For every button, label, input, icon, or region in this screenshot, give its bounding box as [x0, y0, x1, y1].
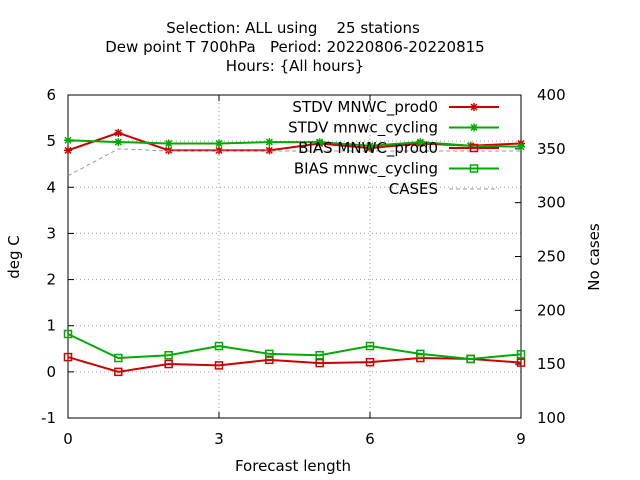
point-bias-mnwc-prod0-2	[164, 359, 173, 369]
legend-marker-bias-mnwc-prod0	[469, 143, 479, 153]
point-bias-mnwc-cycling-3	[214, 341, 224, 351]
y-tick-label-1: 0	[46, 363, 56, 381]
point-stdv-mnwc-cycling-0	[64, 136, 72, 145]
point-bias-mnwc-cycling-0	[63, 329, 73, 339]
point-stdv-mnwc-cycling-3	[215, 139, 223, 148]
point-stdv-mnwc-prod0-3	[215, 146, 223, 155]
point-bias-mnwc-cycling-7	[416, 349, 425, 359]
point-bias-mnwc-prod0-4	[265, 355, 274, 365]
point-bias-mnwc-cycling-1	[114, 353, 123, 363]
point-bias-mnwc-prod0-6	[365, 357, 375, 367]
point-stdv-mnwc-prod0-2	[164, 146, 173, 155]
x-tick-label-1: 3	[214, 430, 224, 448]
point-bias-mnwc-cycling-9	[516, 350, 526, 359]
point-stdv-mnwc-prod0-4	[265, 146, 274, 155]
y-axis-label: deg C	[5, 235, 23, 279]
legend-entry-bias-mnwc-prod0: BIAS MNWC_prod0	[298, 139, 499, 158]
point-bias-mnwc-cycling-2	[164, 350, 173, 360]
legend-entry-stdv-mnwc-cycling: STDV mnwc_cycling	[288, 119, 499, 138]
x-axis-ticks: 0 3 6 9	[63, 95, 526, 448]
y2-tick-label-4: 300	[537, 194, 566, 212]
point-bias-mnwc-cycling-5	[315, 350, 324, 360]
point-bias-mnwc-cycling-4	[265, 349, 274, 359]
y2-tick-label-0: 100	[537, 409, 566, 427]
point-stdv-mnwc-cycling-1	[114, 138, 123, 147]
x-tick-label-2: 6	[365, 430, 375, 448]
y2-tick-label-6: 400	[537, 86, 566, 104]
legend-entry-stdv-mnwc-prod0: STDV MNWC_prod0	[292, 98, 499, 117]
y-axis-ticks: -1 0 1 2 3 4 5 6	[41, 86, 74, 427]
point-stdv-mnwc-prod0-0	[64, 146, 72, 155]
y-tick-label-6: 5	[46, 132, 56, 150]
point-stdv-mnwc-cycling-2	[164, 139, 173, 148]
legend-marker-bias-mnwc-cycling	[469, 164, 479, 173]
point-stdv-mnwc-prod0-1	[114, 128, 123, 137]
legend-marker-stdv-mnwc-prod0	[470, 103, 478, 111]
y2-axis-label: No cases	[585, 223, 603, 291]
legend-label-bias-mnwc-prod0: BIAS MNWC_prod0	[298, 139, 438, 158]
series-line-stdv-mnwc-cycling	[67, 139, 522, 148]
y-tick-label-7: 6	[46, 86, 56, 104]
x-tick-label-0: 0	[63, 430, 73, 448]
y2-tick-label-1: 150	[537, 355, 566, 373]
legend-marker-stdv-mnwc-cycling	[470, 123, 478, 132]
series-stdv-mnwc-cycling	[64, 136, 525, 151]
y-tick-label-5: 4	[46, 178, 56, 196]
legend-entry-cases: CASES	[389, 180, 499, 198]
title-line-3: Hours: {All hours}	[226, 57, 364, 75]
point-bias-mnwc-prod0-3	[214, 361, 224, 370]
point-bias-mnwc-prod0-0	[63, 352, 73, 362]
legend-label-stdv-mnwc-cycling: STDV mnwc_cycling	[288, 119, 438, 138]
point-stdv-mnwc-cycling-9	[517, 142, 525, 151]
title-line-2: Dew point T 700hPa Period: 20220806-2022…	[105, 38, 484, 56]
y2-tick-label-3: 250	[537, 248, 566, 266]
series-bias-mnwc-cycling	[63, 329, 526, 364]
point-stdv-mnwc-cycling-5	[315, 138, 324, 147]
y2-axis-ticks: 100 150 200 250 300 350 400	[515, 86, 566, 427]
y-tick-label-0: -1	[41, 409, 56, 427]
series-line-bias-mnwc-cycling	[67, 333, 522, 360]
point-bias-mnwc-prod0-1	[114, 367, 123, 377]
point-bias-mnwc-prod0-9	[516, 358, 526, 367]
point-stdv-mnwc-cycling-4	[265, 138, 274, 147]
legend-entry-bias-mnwc-cycling: BIAS mnwc_cycling	[294, 160, 499, 179]
point-bias-mnwc-cycling-6	[365, 341, 375, 351]
y-tick-label-3: 2	[46, 271, 56, 289]
y2-tick-label-5: 350	[537, 140, 566, 158]
series-cases	[67, 148, 521, 177]
x-axis-label: Forecast length	[235, 457, 351, 475]
point-bias-mnwc-prod0-5	[315, 358, 324, 368]
x-tick-label-3: 9	[516, 430, 526, 448]
series-line-cases	[67, 148, 521, 177]
chart-title: Selection: ALL using 25 stations Dew poi…	[105, 19, 484, 75]
legend-label-cases: CASES	[389, 180, 438, 198]
legend-label-bias-mnwc-cycling: BIAS mnwc_cycling	[294, 160, 438, 179]
point-stdv-mnwc-cycling-7	[416, 138, 425, 147]
legend-label-stdv-mnwc-prod0: STDV MNWC_prod0	[292, 98, 438, 117]
point-stdv-mnwc-cycling-6	[366, 141, 374, 150]
point-bias-mnwc-cycling-8	[466, 354, 475, 364]
y-tick-label-2: 1	[46, 317, 56, 335]
title-line-1: Selection: ALL using 25 stations	[166, 19, 420, 37]
y-tick-label-4: 3	[46, 224, 56, 242]
series-line-bias-mnwc-prod0	[67, 356, 522, 373]
series-layer	[63, 128, 526, 377]
y2-tick-label-2: 200	[537, 301, 566, 319]
